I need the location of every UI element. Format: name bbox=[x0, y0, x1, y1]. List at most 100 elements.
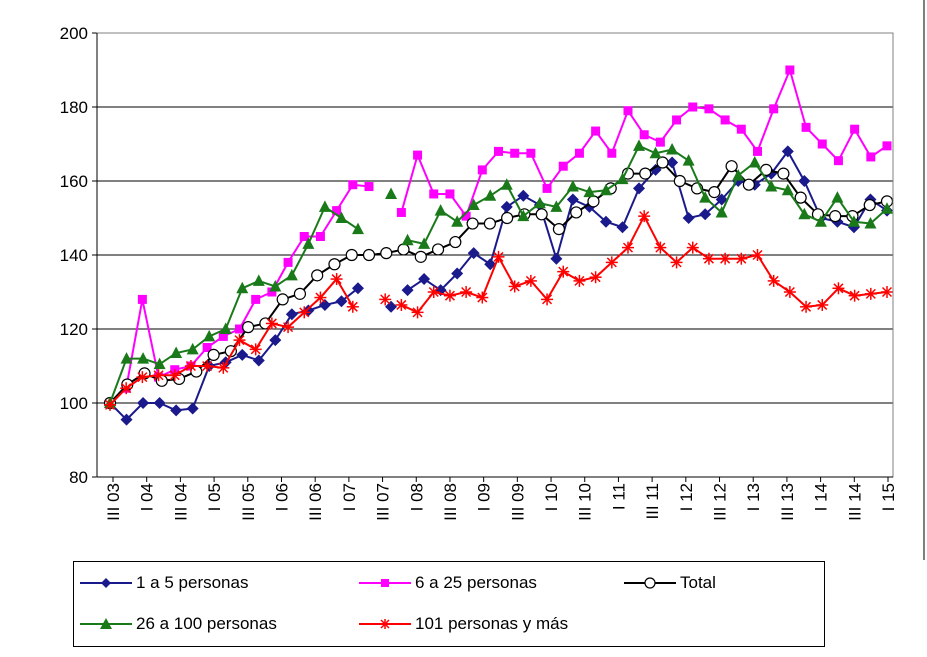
data-point-circle bbox=[708, 186, 721, 199]
data-point-star bbox=[152, 369, 165, 382]
data-point-star bbox=[848, 289, 861, 302]
data-point-triangle bbox=[236, 281, 249, 294]
data-point-triangle bbox=[814, 215, 827, 227]
star-stroke bbox=[833, 283, 844, 294]
data-point-circle bbox=[501, 211, 514, 225]
legend-label: 101 personas y más bbox=[415, 614, 569, 633]
data-point-diamond bbox=[467, 247, 480, 260]
data-point-square bbox=[477, 165, 487, 175]
series-line bbox=[109, 205, 359, 404]
data-point-circle bbox=[207, 348, 220, 361]
star-stroke bbox=[784, 286, 795, 298]
data-point-triangle bbox=[666, 143, 679, 155]
data-point-triangle bbox=[633, 139, 646, 151]
data-point-square bbox=[817, 139, 827, 149]
data-point-star bbox=[589, 271, 602, 284]
y-axis-ticks: 80 100 120 140 160 180 200 bbox=[60, 24, 97, 487]
data-point-square bbox=[348, 180, 358, 190]
star-stroke bbox=[639, 211, 650, 222]
data-point-square bbox=[445, 189, 455, 199]
star-stroke bbox=[153, 370, 164, 381]
data-point-square bbox=[558, 161, 568, 171]
data-point-triangle bbox=[616, 172, 629, 185]
data-point-square bbox=[720, 115, 730, 125]
data-point-square bbox=[510, 148, 520, 158]
data-point-circle bbox=[449, 235, 462, 249]
data-point-star bbox=[622, 241, 634, 254]
x-tick-label: I 15 bbox=[879, 483, 898, 511]
data-point-circle bbox=[397, 243, 410, 256]
star-stroke bbox=[865, 288, 876, 299]
star-stroke bbox=[461, 286, 472, 298]
data-point-diamond bbox=[153, 397, 166, 409]
data-point-diamond bbox=[285, 308, 298, 321]
data-point-square bbox=[235, 324, 244, 334]
x-tick-label: III 05 bbox=[239, 483, 258, 521]
x-tick-label: III 08 bbox=[441, 483, 460, 521]
star-stroke bbox=[525, 275, 536, 286]
star-stroke bbox=[250, 344, 261, 355]
data-point-triangle bbox=[401, 233, 414, 246]
x-tick-label: I 04 bbox=[138, 483, 157, 511]
data-point-circle bbox=[587, 195, 600, 208]
data-point-diamond bbox=[550, 252, 563, 265]
data-point-square bbox=[429, 189, 439, 199]
y-tick-label: 80 bbox=[69, 468, 88, 487]
data-point-diamond bbox=[715, 193, 728, 206]
data-point-star bbox=[330, 273, 343, 286]
data-point-square bbox=[591, 126, 601, 136]
data-point-square bbox=[801, 122, 811, 132]
data-point-star bbox=[314, 291, 327, 304]
star-stroke bbox=[558, 266, 569, 277]
star-stroke bbox=[671, 257, 682, 268]
x-tick-label: I 08 bbox=[407, 483, 426, 511]
data-point-star bbox=[411, 306, 424, 319]
legend-label: 6 a 25 personas bbox=[415, 573, 537, 592]
x-tick-label: III 12 bbox=[711, 483, 730, 521]
data-point-star bbox=[201, 360, 214, 372]
data-point-diamond bbox=[599, 215, 612, 228]
data-point-triangle bbox=[269, 279, 282, 292]
data-point-star bbox=[654, 241, 667, 254]
legend: 1 a 5 personas 6 a 25 personas Total 26 … bbox=[73, 561, 825, 647]
data-point-diamond bbox=[318, 298, 331, 311]
data-point-diamond bbox=[137, 397, 150, 409]
data-point-square bbox=[639, 130, 649, 140]
star-stroke bbox=[347, 301, 358, 312]
data-point-star bbox=[395, 298, 408, 311]
data-point-diamond bbox=[798, 175, 811, 187]
star-stroke bbox=[380, 294, 391, 305]
data-point-star bbox=[249, 343, 262, 356]
data-point-star bbox=[573, 274, 586, 287]
x-tick-label: III 11 bbox=[643, 483, 662, 520]
data-point-triangle bbox=[732, 168, 745, 181]
data-point-triangle bbox=[583, 185, 596, 198]
star-stroke bbox=[283, 322, 294, 333]
star-stroke bbox=[509, 281, 520, 292]
star-stroke bbox=[234, 335, 245, 346]
data-point-star bbox=[702, 252, 715, 265]
data-point-circle bbox=[276, 293, 289, 306]
data-point-circle bbox=[794, 191, 807, 204]
data-point-triangle bbox=[137, 352, 150, 364]
data-point-circle bbox=[328, 258, 341, 271]
star-stroke bbox=[121, 383, 132, 394]
data-point-diamond bbox=[781, 145, 794, 158]
data-point-triangle bbox=[170, 346, 183, 359]
series-4 bbox=[104, 210, 893, 411]
legend-label: 26 a 100 personas bbox=[136, 614, 277, 633]
x-tick-label: III 09 bbox=[508, 483, 527, 521]
data-point-square bbox=[396, 207, 406, 217]
data-point-star bbox=[104, 398, 116, 411]
data-point-star bbox=[783, 286, 796, 298]
data-point-square bbox=[574, 148, 584, 158]
data-point-circle bbox=[311, 269, 324, 282]
data-point-square bbox=[655, 137, 665, 147]
data-point-diamond bbox=[170, 404, 183, 417]
data-point-square bbox=[267, 287, 277, 297]
y-tick-label: 100 bbox=[60, 394, 88, 413]
data-point-diamond bbox=[616, 221, 629, 234]
data-point-triangle bbox=[699, 191, 712, 203]
series-line bbox=[109, 278, 354, 406]
data-point-triangle bbox=[434, 204, 447, 216]
